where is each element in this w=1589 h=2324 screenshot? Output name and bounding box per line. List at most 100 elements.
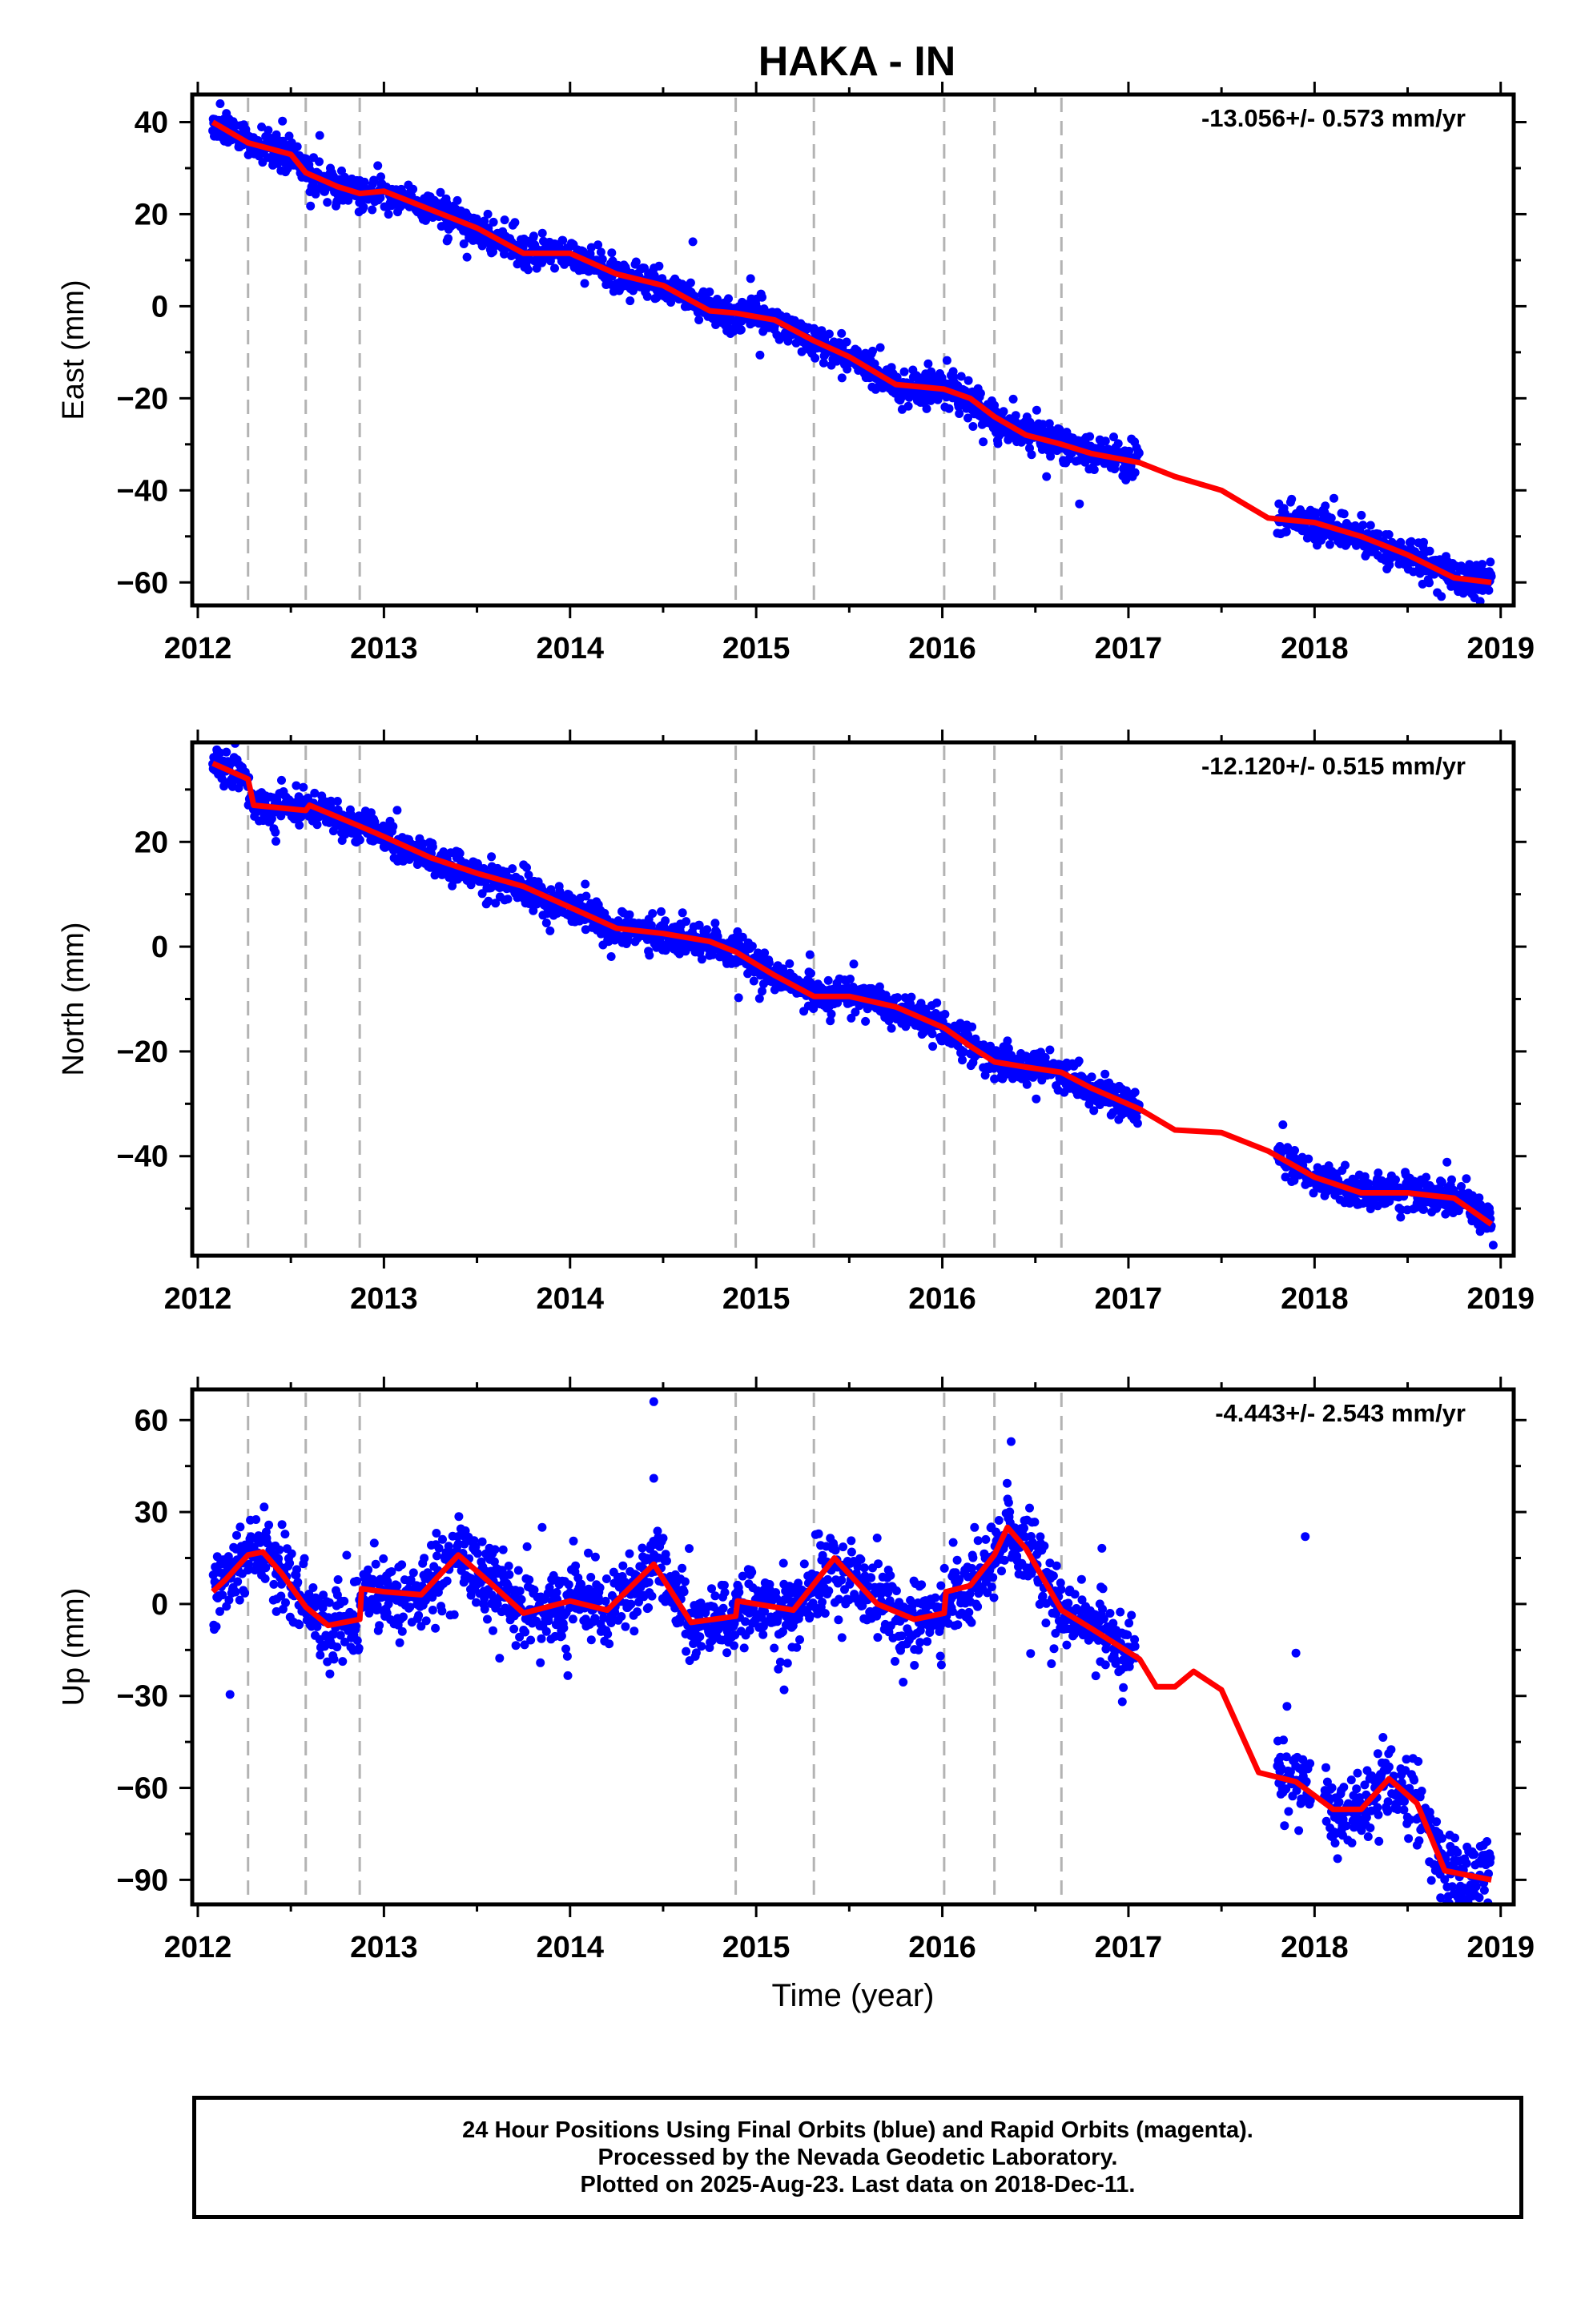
data-point: [654, 261, 664, 271]
data-point: [586, 1573, 596, 1582]
data-point: [724, 294, 733, 304]
data-point: [1046, 452, 1056, 461]
data-point: [967, 1022, 977, 1031]
data-point: [340, 1596, 349, 1606]
data-point: [1391, 1175, 1400, 1184]
data-point: [568, 1614, 577, 1624]
x-tick-label: 2014: [536, 1282, 604, 1316]
data-point: [928, 1042, 938, 1051]
figure-title: HAKA - IN: [758, 38, 956, 85]
data-point: [861, 1016, 871, 1026]
data-point: [300, 1554, 309, 1563]
data-point: [923, 359, 933, 368]
data-point: [1074, 1056, 1084, 1066]
data-point: [480, 216, 489, 226]
data-point: [1113, 439, 1123, 448]
data-point: [432, 1551, 441, 1561]
data-point: [625, 1549, 634, 1558]
data-point: [734, 993, 743, 1003]
data-point: [352, 1636, 362, 1646]
data-point: [758, 292, 766, 302]
data-point: [1130, 468, 1140, 477]
data-point: [562, 1651, 572, 1661]
data-point: [1100, 436, 1110, 446]
data-point: [312, 820, 322, 830]
data-point: [621, 1622, 630, 1631]
data-point: [376, 172, 385, 182]
data-point: [454, 1512, 464, 1522]
x-tick-label: 2018: [1281, 1282, 1349, 1316]
data-point: [1409, 567, 1418, 577]
data-point: [959, 1047, 968, 1057]
data-point: [524, 870, 533, 880]
data-point: [561, 1644, 570, 1654]
data-point: [537, 228, 547, 238]
data-point: [384, 1582, 394, 1591]
data-point: [310, 788, 320, 798]
data-point: [581, 891, 591, 901]
data-point: [487, 852, 497, 862]
data-point: [408, 184, 418, 194]
data-point: [679, 1587, 689, 1597]
data-point: [490, 1545, 500, 1554]
data-point: [958, 1055, 967, 1065]
data-point: [261, 1563, 271, 1573]
data-point: [223, 1552, 233, 1562]
data-point: [601, 1596, 610, 1606]
data-point: [1040, 1053, 1050, 1062]
data-point: [218, 1590, 227, 1600]
data-point: [497, 1566, 507, 1575]
data-point: [1027, 450, 1036, 460]
data-point: [868, 346, 877, 356]
data-point: [259, 1502, 269, 1512]
data-point: [224, 1595, 234, 1605]
data-point: [927, 1029, 937, 1039]
data-point: [586, 243, 596, 252]
data-point: [522, 1542, 532, 1551]
x-tick-label: 2015: [722, 1282, 790, 1316]
data-point: [489, 247, 497, 256]
data-point: [1309, 1188, 1318, 1198]
data-point: [633, 1607, 642, 1617]
data-point: [1321, 501, 1330, 511]
data-point: [434, 1543, 444, 1553]
data-point: [354, 1643, 364, 1653]
data-point: [919, 1027, 929, 1037]
data-point: [1045, 1045, 1055, 1055]
data-point: [1484, 585, 1494, 595]
data-point: [333, 1575, 343, 1584]
data-point: [550, 263, 559, 273]
data-point: [1130, 1088, 1140, 1097]
data-point: [274, 1554, 284, 1563]
data-point: [736, 325, 746, 335]
data-point: [1325, 540, 1334, 549]
data-point: [471, 1542, 481, 1551]
data-points-up: [208, 1397, 1495, 1904]
data-point: [340, 1637, 349, 1647]
data-point: [559, 1623, 569, 1633]
data-point: [323, 1657, 332, 1667]
data-point: [541, 919, 551, 927]
data-point: [483, 209, 493, 219]
data-point: [747, 942, 757, 951]
y-tick-label: 40: [135, 106, 168, 139]
data-point: [477, 1537, 487, 1546]
data-point: [428, 842, 437, 851]
data-point: [1374, 529, 1383, 539]
data-point: [645, 951, 654, 960]
data-point: [269, 1579, 279, 1589]
data-point: [272, 1606, 281, 1616]
data-point: [359, 203, 368, 212]
data-point: [907, 992, 916, 1002]
data-point: [696, 1598, 706, 1608]
data-point: [1396, 537, 1406, 547]
data-point: [351, 1622, 360, 1630]
data-point: [240, 1588, 250, 1598]
data-point: [968, 422, 978, 431]
data-point: [685, 1544, 694, 1554]
data-point: [577, 1579, 586, 1589]
data-point: [805, 950, 815, 959]
data-point: [505, 1570, 514, 1579]
data-point: [842, 337, 851, 347]
